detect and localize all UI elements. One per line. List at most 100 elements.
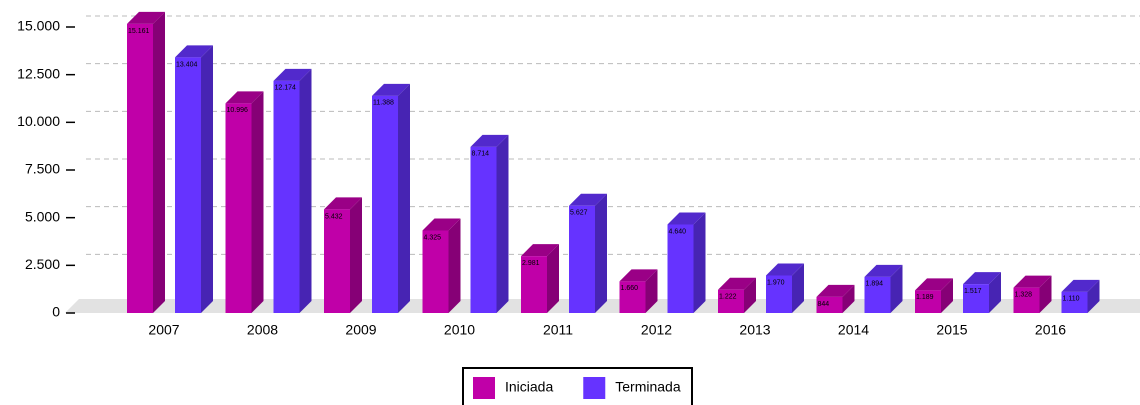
- legend: [462, 367, 693, 405]
- bar-front: [619, 281, 646, 313]
- x-tick-label: 2012: [641, 322, 672, 338]
- bar-front: [766, 275, 792, 313]
- bar-side: [744, 277, 756, 313]
- bar-front: [1061, 291, 1088, 313]
- bar-front: [273, 80, 300, 313]
- bar-side: [496, 134, 509, 313]
- bar-front: [963, 284, 989, 313]
- x-tick-label: 2016: [1035, 322, 1066, 338]
- value-label: 1.110: [1063, 296, 1080, 303]
- value-label: 11.388: [373, 100, 394, 107]
- y-tick-label: 15.000: [17, 18, 60, 34]
- y-tick-label: 12.500: [17, 65, 60, 81]
- value-label: 8.714: [472, 151, 490, 158]
- bar: [718, 277, 756, 313]
- bar: [521, 244, 559, 313]
- bar-top: [422, 218, 461, 231]
- bar-side: [842, 284, 855, 313]
- bar-top: [225, 91, 264, 104]
- bar-side: [547, 244, 559, 313]
- bar-side: [448, 218, 461, 313]
- value-label: 15.161: [128, 28, 150, 35]
- bar-front: [422, 230, 449, 313]
- bar-front: [816, 296, 843, 313]
- value-label: 1.189: [916, 294, 934, 301]
- bar-top: [372, 83, 410, 96]
- bar: [175, 45, 213, 314]
- bar: [372, 83, 410, 313]
- bar: [963, 272, 1001, 313]
- bar-top: [766, 263, 804, 276]
- bar: [864, 264, 903, 313]
- bar-side: [1039, 275, 1052, 313]
- value-label: 1.222: [719, 294, 737, 301]
- bar: [816, 284, 855, 313]
- bar-side: [299, 68, 312, 313]
- value-label: 13.404: [176, 61, 198, 68]
- bar-side: [595, 193, 607, 313]
- bar-top: [127, 11, 165, 24]
- y-tick-label: 7.500: [25, 161, 60, 177]
- x-tick-label: 2010: [444, 322, 475, 338]
- y-tick-label: 0: [52, 304, 60, 320]
- bar-side: [1087, 279, 1100, 313]
- bar-front: [470, 146, 497, 313]
- value-label: 1.894: [866, 281, 884, 288]
- bar-side: [989, 272, 1001, 313]
- bar: [422, 218, 461, 313]
- bar: [569, 193, 607, 313]
- bar-front: [225, 103, 252, 314]
- bar-side: [398, 83, 410, 313]
- bar-top: [470, 134, 509, 147]
- bar-front: [569, 205, 595, 313]
- bar-front: [521, 256, 547, 313]
- value-label: 4.325: [424, 234, 442, 241]
- bar-top: [273, 68, 312, 81]
- bar-top: [569, 193, 607, 206]
- bar: [1061, 279, 1100, 313]
- bar-side: [890, 264, 903, 313]
- bar-top: [915, 278, 953, 291]
- bar: [766, 263, 804, 313]
- value-label: 4.640: [669, 228, 687, 235]
- bar: [1013, 275, 1052, 313]
- bar-side: [153, 11, 165, 313]
- bar-top: [667, 212, 706, 225]
- value-label: 10.996: [227, 107, 249, 114]
- bar: [619, 269, 658, 313]
- value-label: 2.981: [522, 260, 540, 267]
- value-label: 844: [818, 301, 830, 308]
- legend-label: Iniciada: [505, 379, 553, 395]
- bar-side: [693, 212, 706, 313]
- value-label: 5.432: [325, 213, 343, 220]
- value-label: 1.517: [964, 288, 982, 295]
- x-tick-label: 2014: [838, 322, 869, 338]
- bar-front: [864, 276, 891, 313]
- value-label: 1.970: [767, 279, 785, 286]
- bar: [470, 134, 509, 313]
- bar: [915, 278, 953, 313]
- value-label: 1.328: [1015, 292, 1033, 299]
- bar-side: [251, 91, 264, 314]
- bar: [667, 212, 706, 313]
- bar: [225, 91, 264, 314]
- bar-top: [963, 272, 1001, 285]
- x-tick-label: 2011: [543, 322, 573, 338]
- x-tick-label: 2013: [739, 322, 770, 338]
- bar-top: [324, 197, 362, 210]
- bar-top: [718, 277, 756, 290]
- legend-swatch: [473, 377, 495, 399]
- bar-top: [1061, 279, 1100, 292]
- bar-top: [816, 284, 855, 297]
- legend-label: Terminada: [615, 379, 681, 395]
- bar-top: [521, 244, 559, 257]
- bar-top: [864, 264, 903, 277]
- bar-front: [667, 224, 694, 313]
- bar-front: [324, 209, 350, 313]
- bar-top: [175, 45, 213, 58]
- value-label: 1.660: [621, 285, 639, 292]
- value-label: 12.174: [275, 85, 297, 92]
- bar: [273, 68, 312, 313]
- value-label: 5.627: [570, 210, 588, 217]
- bar-front: [915, 290, 941, 313]
